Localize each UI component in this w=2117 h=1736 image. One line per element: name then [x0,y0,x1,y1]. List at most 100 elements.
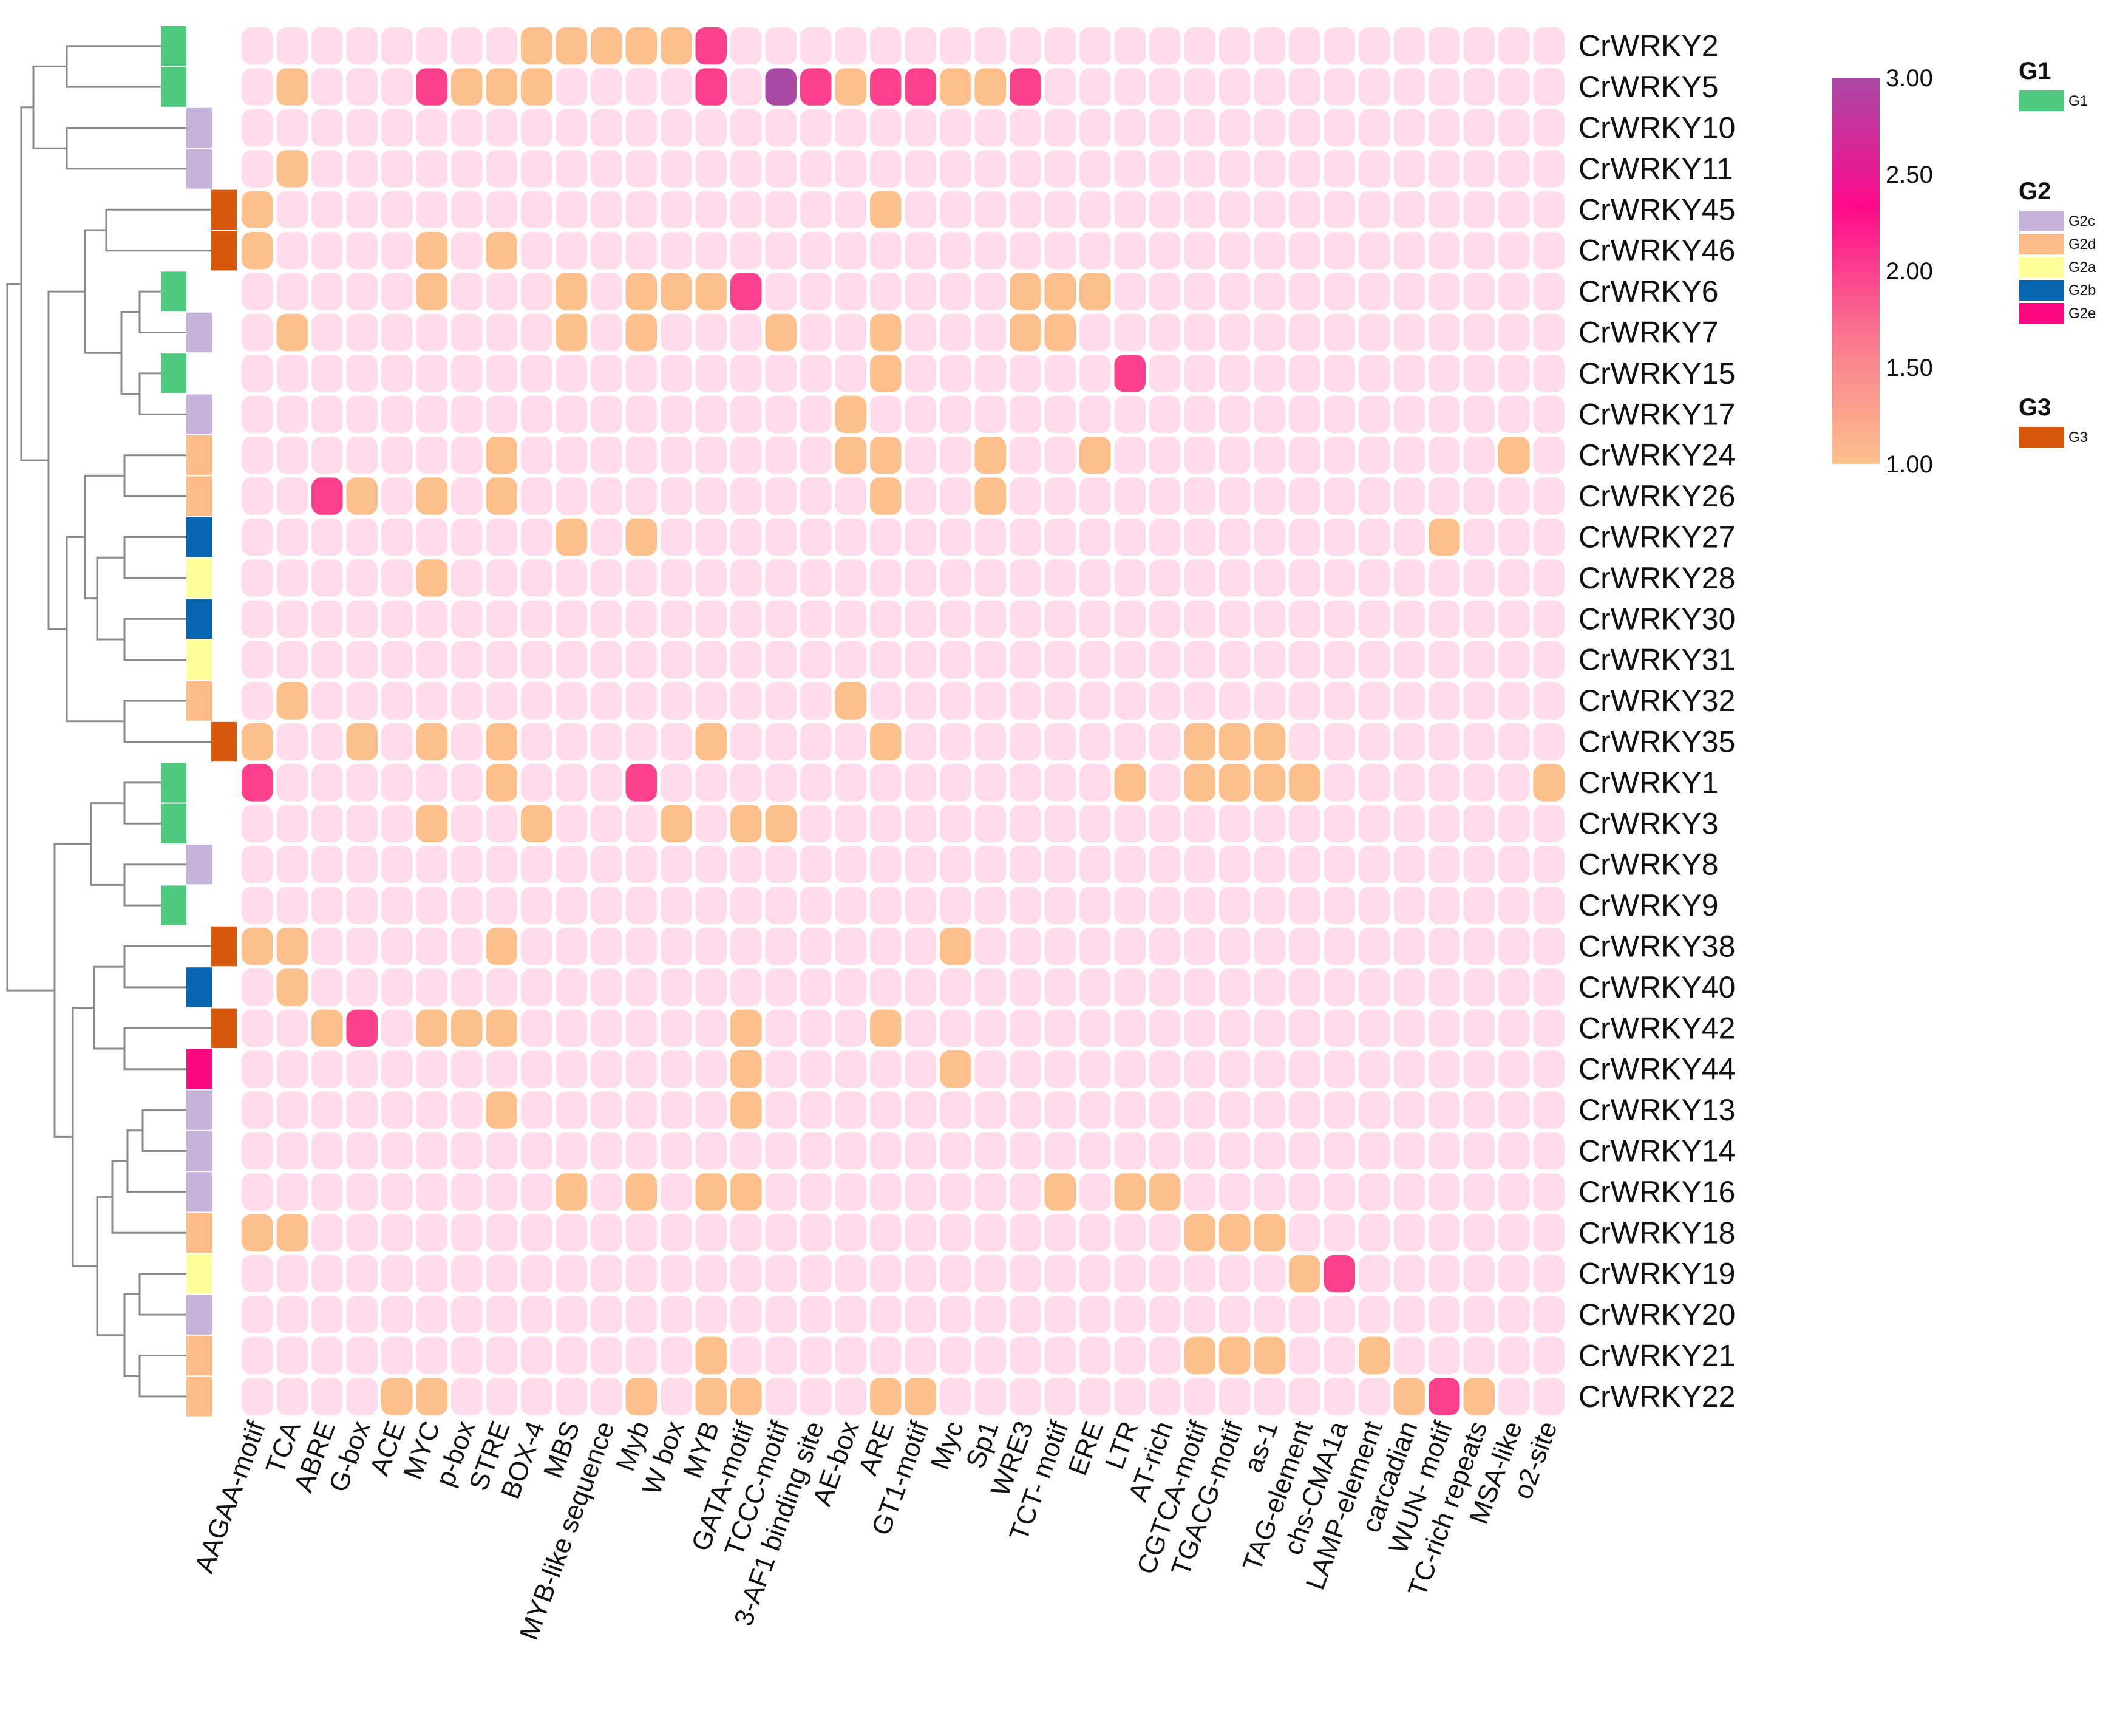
heatmap-cell [1393,109,1425,147]
heatmap-cell [556,68,587,106]
heatmap-cell [800,1050,832,1088]
heatmap-cell [1429,1132,1460,1170]
heatmap-cell [1533,1050,1565,1088]
heatmap-cell [416,109,447,147]
heatmap-cell [730,109,762,147]
heatmap-cell [1498,600,1530,638]
heatmap-cell [346,723,378,761]
heatmap-cell [905,1091,936,1129]
heatmap-cell [416,723,447,761]
heatmap-cell [1359,641,1390,679]
heatmap-cell [730,1378,762,1415]
heatmap-cell [1079,1214,1111,1251]
heatmap-cell [1219,109,1251,147]
heatmap-cell [870,395,902,433]
heatmap-cell [625,1214,657,1251]
row-label: CrWRKY40 [1578,970,1735,1004]
heatmap-cell [1149,1050,1181,1088]
heatmap-cell [416,1214,447,1251]
heatmap-cell [486,395,517,433]
heatmap-cell [1254,1336,1285,1375]
heatmap-cell [486,805,517,842]
heatmap-cell [556,518,587,556]
heatmap-cell [1324,273,1355,310]
heatmap-cell [381,559,413,597]
heatmap-cell [800,927,832,965]
heatmap-cell [765,764,797,802]
heatmap-cell [521,968,552,1006]
heatmap-cell [1254,1214,1285,1251]
heatmap-cell [1219,313,1251,352]
heatmap-cell [311,723,343,761]
heatmap-cell [661,313,692,352]
heatmap-cell [1359,355,1390,392]
heatmap-cell [1463,1255,1495,1293]
heatmap-cell [800,846,832,883]
heatmap-cell [276,1255,308,1293]
heatmap-cell [765,355,797,392]
heatmap-cell [800,968,832,1006]
heatmap-cell [1149,1214,1181,1251]
heatmap-cell [1010,846,1041,883]
heatmap-cell [1393,437,1425,474]
heatmap-cell [1044,682,1076,720]
heatmap-cell [451,805,483,842]
heatmap-cell [1498,150,1530,188]
heatmap-cell [1289,273,1320,310]
heatmap-cell [940,191,971,228]
heatmap-cell [1114,559,1146,597]
heatmap-cell [556,1009,587,1047]
heatmap-cell [416,764,447,802]
heatmap-cell [765,846,797,883]
heatmap-cell [1359,1132,1390,1170]
heatmap-cell [486,1378,517,1415]
heatmap-cell [1429,1378,1460,1415]
heatmap-cell [1114,109,1146,147]
heatmap-cell [242,682,273,720]
heatmap-cell [974,846,1006,883]
heatmap-cell [870,600,902,638]
heatmap-cell [974,477,1006,515]
heatmap-cell [1359,805,1390,842]
heatmap-cell [835,1378,866,1415]
heatmap-cell [974,1009,1006,1047]
heatmap-cell [870,1336,902,1375]
heatmap-cell [730,887,762,924]
heatmap-cell [905,1255,936,1293]
heatmap-cell [242,273,273,310]
heatmap-cell [311,600,343,638]
heatmap-cell [1498,395,1530,433]
heatmap-cell [974,355,1006,392]
heatmap-cell [1254,805,1285,842]
row-label: CrWRKY26 [1578,479,1735,513]
heatmap-cell [346,1214,378,1251]
heatmap-cell [800,1173,832,1211]
group-legend-title: G2 [2019,178,2051,205]
heatmap-cell [1429,518,1460,556]
heatmap-cell [1324,723,1355,761]
heatmap-cell [940,764,971,802]
heatmap-cell [1114,764,1146,802]
heatmap-cell [1393,723,1425,761]
heatmap-cell [1219,232,1251,270]
heatmap-cell [974,641,1006,679]
heatmap-cell [451,1378,483,1415]
heatmap-cell [1184,682,1215,720]
heatmap-cell [1079,764,1111,802]
heatmap-cell [835,641,866,679]
heatmap-cell [1114,518,1146,556]
heatmap-cell [1463,764,1495,802]
heatmap-cell [625,1255,657,1293]
heatmap-cell [1219,846,1251,883]
heatmap-cell [276,1132,308,1170]
heatmap-cell [311,109,343,147]
heatmap-cell [521,27,552,65]
heatmap-cell [276,477,308,515]
heatmap-cell [974,1091,1006,1129]
heatmap-cell [1324,477,1355,515]
heatmap-cell [1079,477,1111,515]
heatmap-cell [1079,150,1111,188]
heatmap-cell [940,437,971,474]
heatmap-cell [835,927,866,965]
heatmap-cell [1254,477,1285,515]
